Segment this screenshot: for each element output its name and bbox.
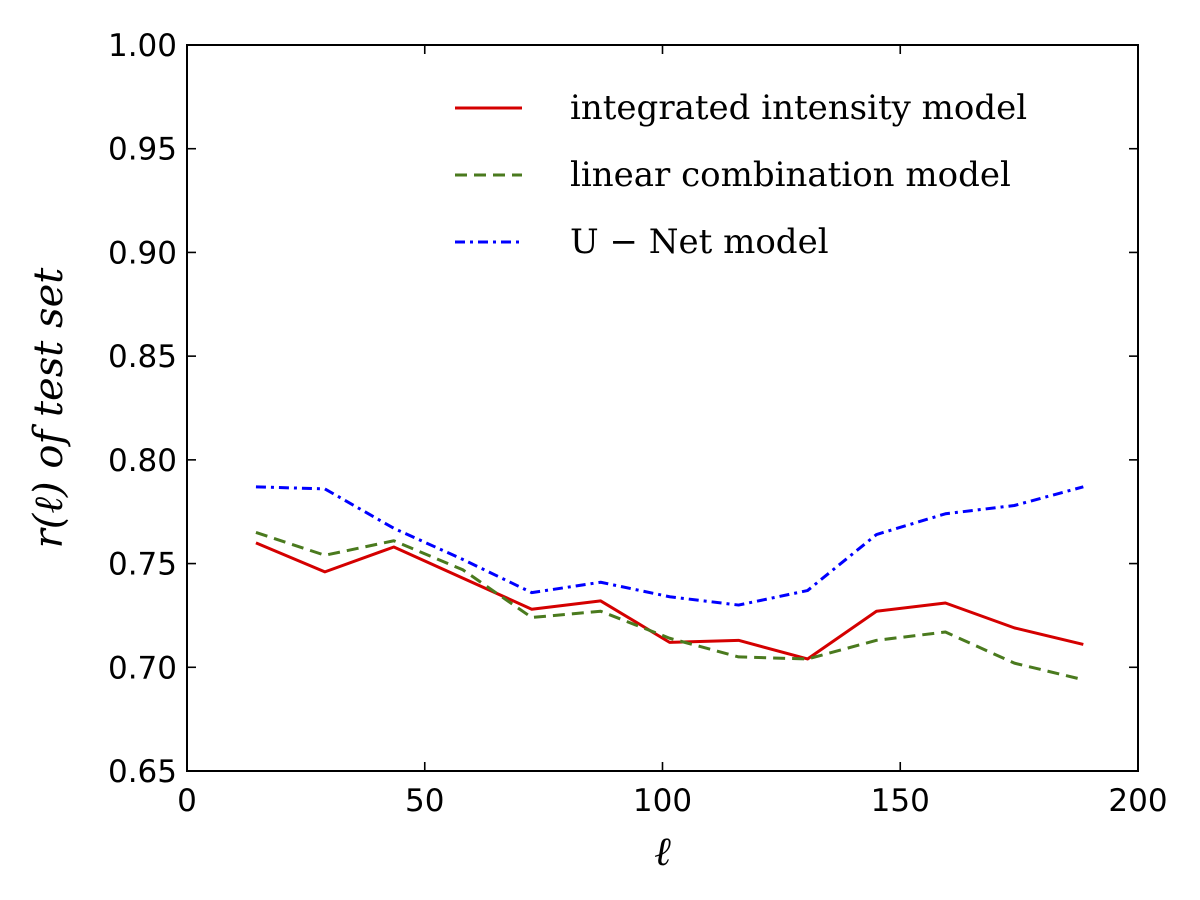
axis-ticks: 0 50 100 150 200 0.65 0.70 0.75 0.80 0.85 0.90 0.95… — [108, 28, 1168, 819]
y-tick-label: 0.65 — [108, 754, 177, 790]
series-line-1 — [255, 541, 1084, 661]
series-line-2 — [255, 531, 1084, 682]
y-tick-label: 0.85 — [108, 339, 177, 375]
x-tick-label: 200 — [1108, 783, 1167, 819]
y-tick-label: 0.80 — [108, 443, 177, 479]
legend: integrated intensity model linear combina… — [455, 88, 1027, 262]
series-lines — [255, 485, 1084, 682]
x-tick-label: 100 — [633, 783, 692, 819]
legend-label-1: integrated intensity model — [570, 88, 1027, 128]
y-tick-label: 0.95 — [108, 132, 177, 168]
x-tick-label: 50 — [405, 783, 444, 819]
legend-label-2: linear combination model — [570, 155, 1011, 195]
plot-frame — [186, 44, 1139, 772]
y-tick-label: 1.00 — [108, 28, 177, 64]
y-tick-label: 0.75 — [108, 547, 177, 583]
y-axis-label: r(ℓ) of test set — [26, 267, 72, 549]
y-tick-label: 0.70 — [108, 650, 177, 686]
x-axis-label: ℓ — [654, 829, 671, 875]
series-line-3 — [255, 485, 1084, 607]
legend-label-3: U − Net model — [570, 222, 829, 262]
x-tick-label: 150 — [871, 783, 930, 819]
x-tick-label: 0 — [177, 783, 197, 819]
y-tick-label: 0.90 — [108, 235, 177, 271]
